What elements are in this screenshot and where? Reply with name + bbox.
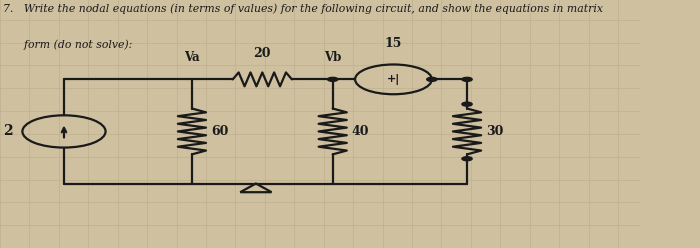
Text: Vb: Vb xyxy=(324,52,342,64)
Text: 7.   Write the nodal equations (in terms of values) for the following circuit, a: 7. Write the nodal equations (in terms o… xyxy=(4,4,603,14)
Circle shape xyxy=(462,77,472,81)
Text: 30: 30 xyxy=(486,125,503,138)
Circle shape xyxy=(328,77,338,81)
Circle shape xyxy=(462,157,472,161)
Text: 40: 40 xyxy=(352,125,370,138)
Text: 20: 20 xyxy=(253,47,271,60)
Text: 15: 15 xyxy=(385,37,402,50)
Circle shape xyxy=(462,102,472,106)
Text: 2: 2 xyxy=(4,124,13,138)
Text: Va: Va xyxy=(184,52,199,64)
Text: 60: 60 xyxy=(211,125,228,138)
Text: +|: +| xyxy=(387,74,400,85)
Circle shape xyxy=(427,77,437,81)
Text: form (do not solve):: form (do not solve): xyxy=(4,40,132,50)
